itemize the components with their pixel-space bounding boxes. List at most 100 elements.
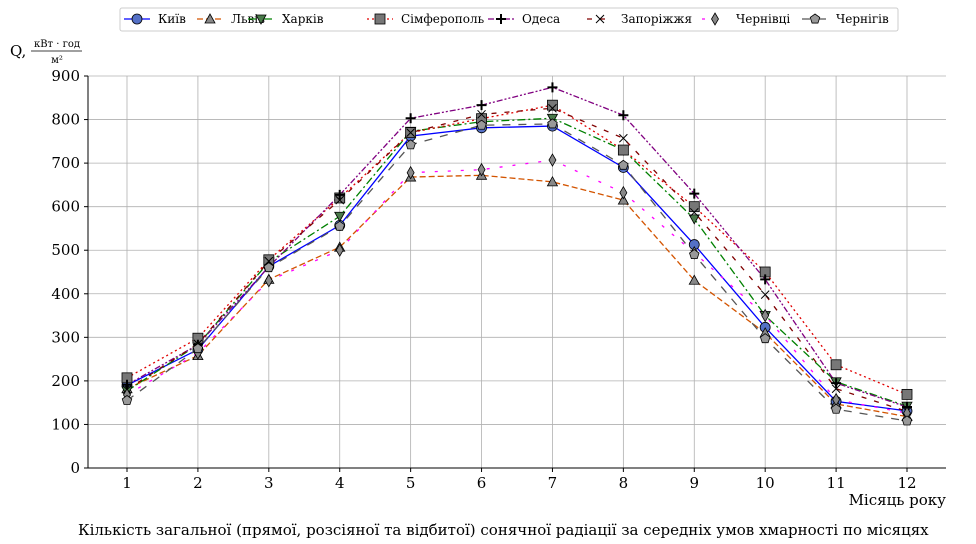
series-line-5	[126, 86, 908, 408]
x-tick-label: 6	[477, 474, 487, 492]
y-tick-label: 200	[51, 372, 80, 390]
data-point	[406, 165, 415, 180]
data-point	[546, 176, 559, 187]
y-tick-label: 0	[70, 459, 80, 477]
data-point	[688, 274, 700, 285]
data-point	[688, 214, 700, 225]
x-tick-label: 7	[548, 474, 558, 492]
data-point	[335, 195, 345, 205]
legend-marker	[374, 13, 386, 25]
series-line-8	[126, 123, 908, 422]
ylabel-unit-numerator: кВт · год	[34, 39, 80, 50]
legend-label: Сімферополь	[401, 12, 485, 26]
data-point	[760, 274, 771, 285]
y-tick-label: 700	[51, 154, 80, 172]
series-line-1	[126, 125, 908, 412]
series-lines	[126, 86, 908, 422]
data-point	[334, 189, 345, 200]
data-point	[688, 201, 700, 213]
legend: Київ Львів Харків Сімферополь Одеса Запоріжжя…	[119, 7, 899, 32]
data-point	[619, 133, 628, 143]
x-tick-label: 2	[193, 474, 203, 492]
data-point	[405, 113, 416, 124]
data-point	[689, 188, 700, 199]
data-point	[264, 256, 274, 266]
data-point	[901, 415, 913, 426]
data-point	[121, 394, 133, 405]
data-point	[264, 273, 273, 288]
data-point	[547, 99, 558, 111]
data-point	[547, 82, 558, 93]
data-point	[618, 110, 629, 121]
legend-marker	[496, 14, 506, 24]
legend-marker	[711, 12, 719, 26]
ylabel-prefix: Q,	[10, 42, 26, 60]
data-point	[548, 153, 557, 167]
legend-label: Одеса	[522, 12, 560, 26]
data-point	[689, 207, 699, 217]
data-point	[547, 118, 558, 129]
x-tick-label: 9	[689, 474, 699, 492]
legend-label: Харків	[282, 12, 324, 26]
data-point	[334, 220, 345, 231]
data-point	[831, 384, 841, 394]
y-tick-label: 300	[51, 328, 80, 346]
legend-marker	[131, 13, 143, 25]
data-point	[760, 290, 770, 300]
data-point	[689, 249, 700, 260]
x-tick-label: 11	[827, 474, 846, 492]
x-tick-label: 12	[897, 474, 916, 492]
data-point	[477, 109, 486, 119]
legend-label: Київ	[158, 12, 186, 26]
legend-label: Запоріжжя	[621, 12, 692, 26]
legend-label: Чернігів	[836, 12, 889, 26]
x-tick-label: 3	[264, 474, 274, 492]
y-tick-label: 900	[51, 67, 80, 85]
ticks: 1 2 3 4 5 6 7 8 9 10 11 120100200300400500600700800…	[51, 67, 916, 492]
data-point	[335, 243, 344, 258]
series-line-3	[126, 117, 908, 407]
data-point	[405, 139, 416, 150]
data-point	[548, 103, 557, 113]
data-point	[334, 211, 346, 223]
axes	[87, 76, 946, 469]
data-point	[901, 388, 913, 400]
y-tick-label: 500	[51, 241, 80, 259]
x-tick-label: 10	[756, 474, 775, 492]
legend-marker	[595, 14, 605, 24]
data-point	[618, 159, 629, 170]
y-tick-label: 600	[51, 198, 80, 216]
data-point	[831, 378, 842, 389]
data-point	[759, 333, 771, 344]
chart-caption: Кількість загальної (прямої, розсіяної т…	[78, 521, 929, 539]
ylabel-unit-denominator: м²	[51, 55, 63, 66]
series-markers	[121, 82, 913, 426]
x-tick-label: 8	[619, 474, 629, 492]
data-point	[476, 100, 487, 111]
legend-marker	[255, 14, 267, 25]
data-point	[263, 262, 275, 273]
series-line-4	[126, 104, 908, 395]
legend-label: Чернівці	[736, 12, 790, 26]
data-point	[830, 403, 842, 414]
data-point	[476, 119, 487, 130]
y-tick-label: 800	[51, 111, 80, 129]
data-point	[477, 162, 486, 177]
y-tick-label: 400	[51, 285, 80, 303]
xlabel: Місяць року	[849, 491, 947, 509]
x-tick-label: 4	[335, 474, 345, 492]
data-point	[617, 194, 630, 205]
series-line-2	[126, 174, 908, 418]
data-point	[761, 308, 770, 323]
series-line-6	[126, 107, 908, 412]
data-point	[619, 185, 628, 200]
data-point	[617, 144, 629, 156]
data-point	[192, 343, 204, 354]
legend-marker	[204, 13, 216, 24]
legend-marker	[809, 13, 821, 24]
y-tick-label: 100	[51, 415, 80, 433]
grid	[88, 75, 946, 469]
data-point	[830, 359, 842, 371]
data-point	[406, 128, 415, 137]
